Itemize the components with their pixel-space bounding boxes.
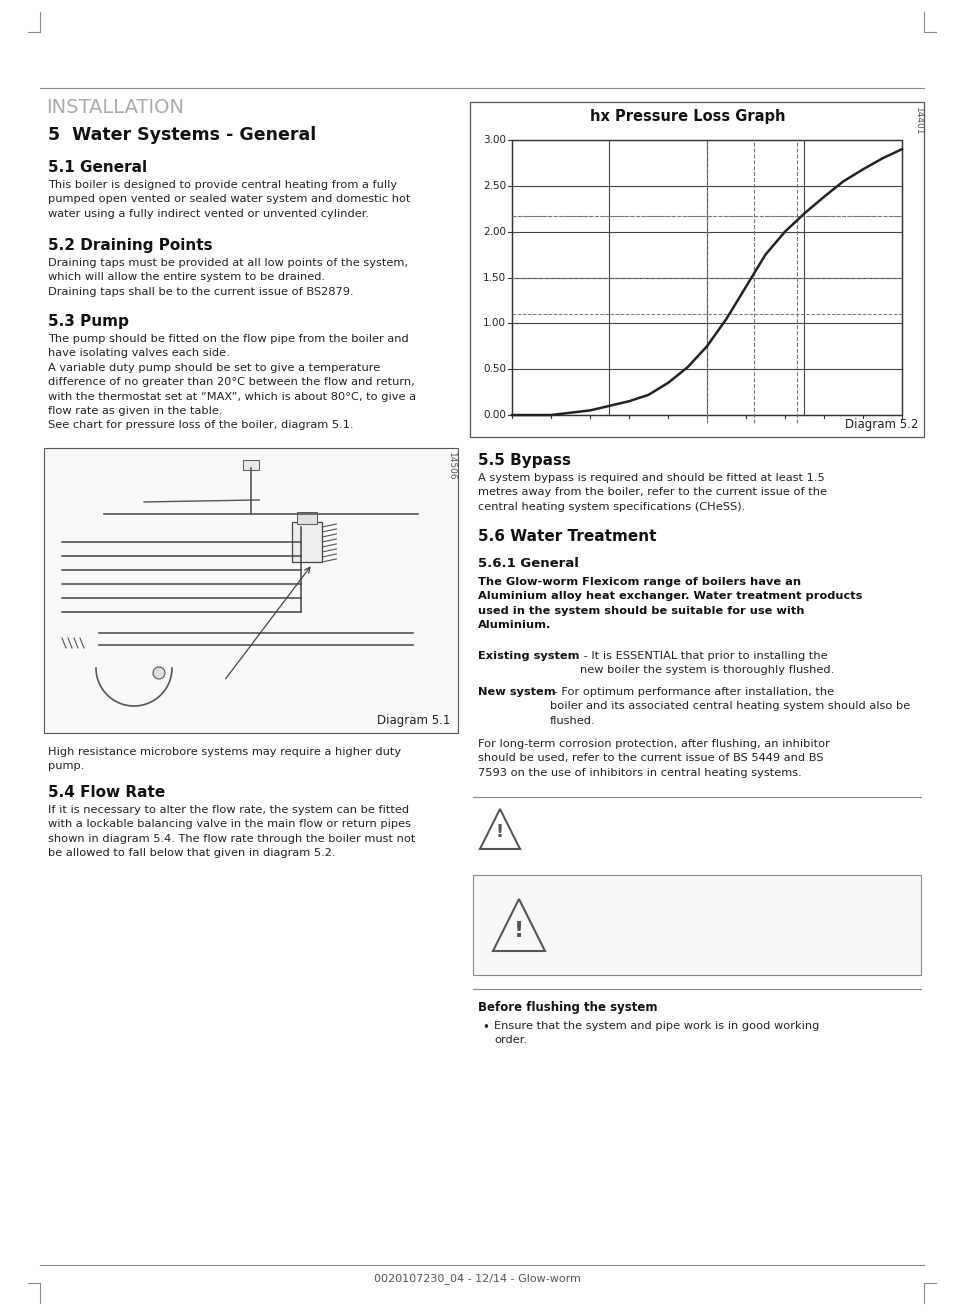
Text: Diagram 5.2: Diagram 5.2 <box>843 418 917 431</box>
Text: 2.50: 2.50 <box>482 181 505 191</box>
Text: For long-term corrosion protection, after flushing, an inhibitor
should be used,: For long-term corrosion protection, afte… <box>477 739 829 777</box>
Text: Ensure that the system and pipe work is in good working
order.: Ensure that the system and pipe work is … <box>494 1020 819 1045</box>
Text: The Glow-worm Flexicom range of boilers have an
Aluminium alloy heat exchanger. : The Glow-worm Flexicom range of boilers … <box>477 577 862 630</box>
Bar <box>473 874 920 974</box>
Text: 1.50: 1.50 <box>482 272 505 283</box>
Text: High resistance microbore systems may require a higher duty
pump.: High resistance microbore systems may re… <box>48 747 400 772</box>
Bar <box>297 512 317 523</box>
Text: 5.6 Water Treatment: 5.6 Water Treatment <box>477 529 656 544</box>
Text: 0020107230_04 - 12/14 - Glow-worm: 0020107230_04 - 12/14 - Glow-worm <box>374 1273 579 1283</box>
Bar <box>44 448 457 732</box>
Text: A system bypass is required and should be fitted at least 1.5
metres away from t: A system bypass is required and should b… <box>477 473 826 512</box>
Circle shape <box>152 667 165 679</box>
Text: 14506: 14506 <box>446 452 455 480</box>
Text: Diagram 5.1: Diagram 5.1 <box>376 714 450 727</box>
Text: 5.3 Pump: 5.3 Pump <box>48 314 129 329</box>
Text: 5.2 Draining Points: 5.2 Draining Points <box>48 238 213 252</box>
Text: •: • <box>481 1020 488 1034</box>
Text: hx Pressure Loss Graph: hx Pressure Loss Graph <box>590 109 785 124</box>
Bar <box>292 522 322 562</box>
Text: 14401: 14401 <box>913 107 922 135</box>
Text: If it is necessary to alter the flow rate, the system can be fitted
with a locka: If it is necessary to alter the flow rat… <box>48 805 415 859</box>
Text: 5  Water Systems - General: 5 Water Systems - General <box>48 126 315 145</box>
Text: 5.5 Bypass: 5.5 Bypass <box>477 452 571 468</box>
Text: - It is ESSENTIAL that prior to installing the
new boiler the system is thorough: - It is ESSENTIAL that prior to installi… <box>579 651 833 676</box>
Text: Existing system: Existing system <box>477 651 578 661</box>
Text: - For optimum performance after installation, the
boiler and its associated cent: - For optimum performance after installa… <box>550 686 909 726</box>
Text: 5.1 General: 5.1 General <box>48 160 147 175</box>
Text: 2.00: 2.00 <box>482 226 505 237</box>
Bar <box>470 103 923 437</box>
Text: Draining taps must be provided at all low points of the system,
which will allow: Draining taps must be provided at all lo… <box>48 258 408 297</box>
Text: 0.00: 0.00 <box>482 410 505 419</box>
Text: The pump should be fitted on the flow pipe from the boiler and
have isolating va: The pump should be fitted on the flow pi… <box>48 334 416 430</box>
Text: INSTALLATION: INSTALLATION <box>46 99 184 117</box>
Text: Before flushing the system: Before flushing the system <box>477 1001 657 1014</box>
Text: 0.50: 0.50 <box>482 364 505 375</box>
Text: 5.4 Flow Rate: 5.4 Flow Rate <box>48 785 165 800</box>
Text: 3.00: 3.00 <box>482 135 505 145</box>
Text: !: ! <box>496 823 503 842</box>
Text: This boiler is designed to provide central heating from a fully
pumped open vent: This boiler is designed to provide centr… <box>48 180 410 218</box>
Bar <box>243 460 258 469</box>
Text: New system: New system <box>477 686 555 697</box>
Text: 5.6.1 General: 5.6.1 General <box>477 558 578 569</box>
Text: !: ! <box>514 920 523 942</box>
Text: 1.00: 1.00 <box>482 318 505 329</box>
